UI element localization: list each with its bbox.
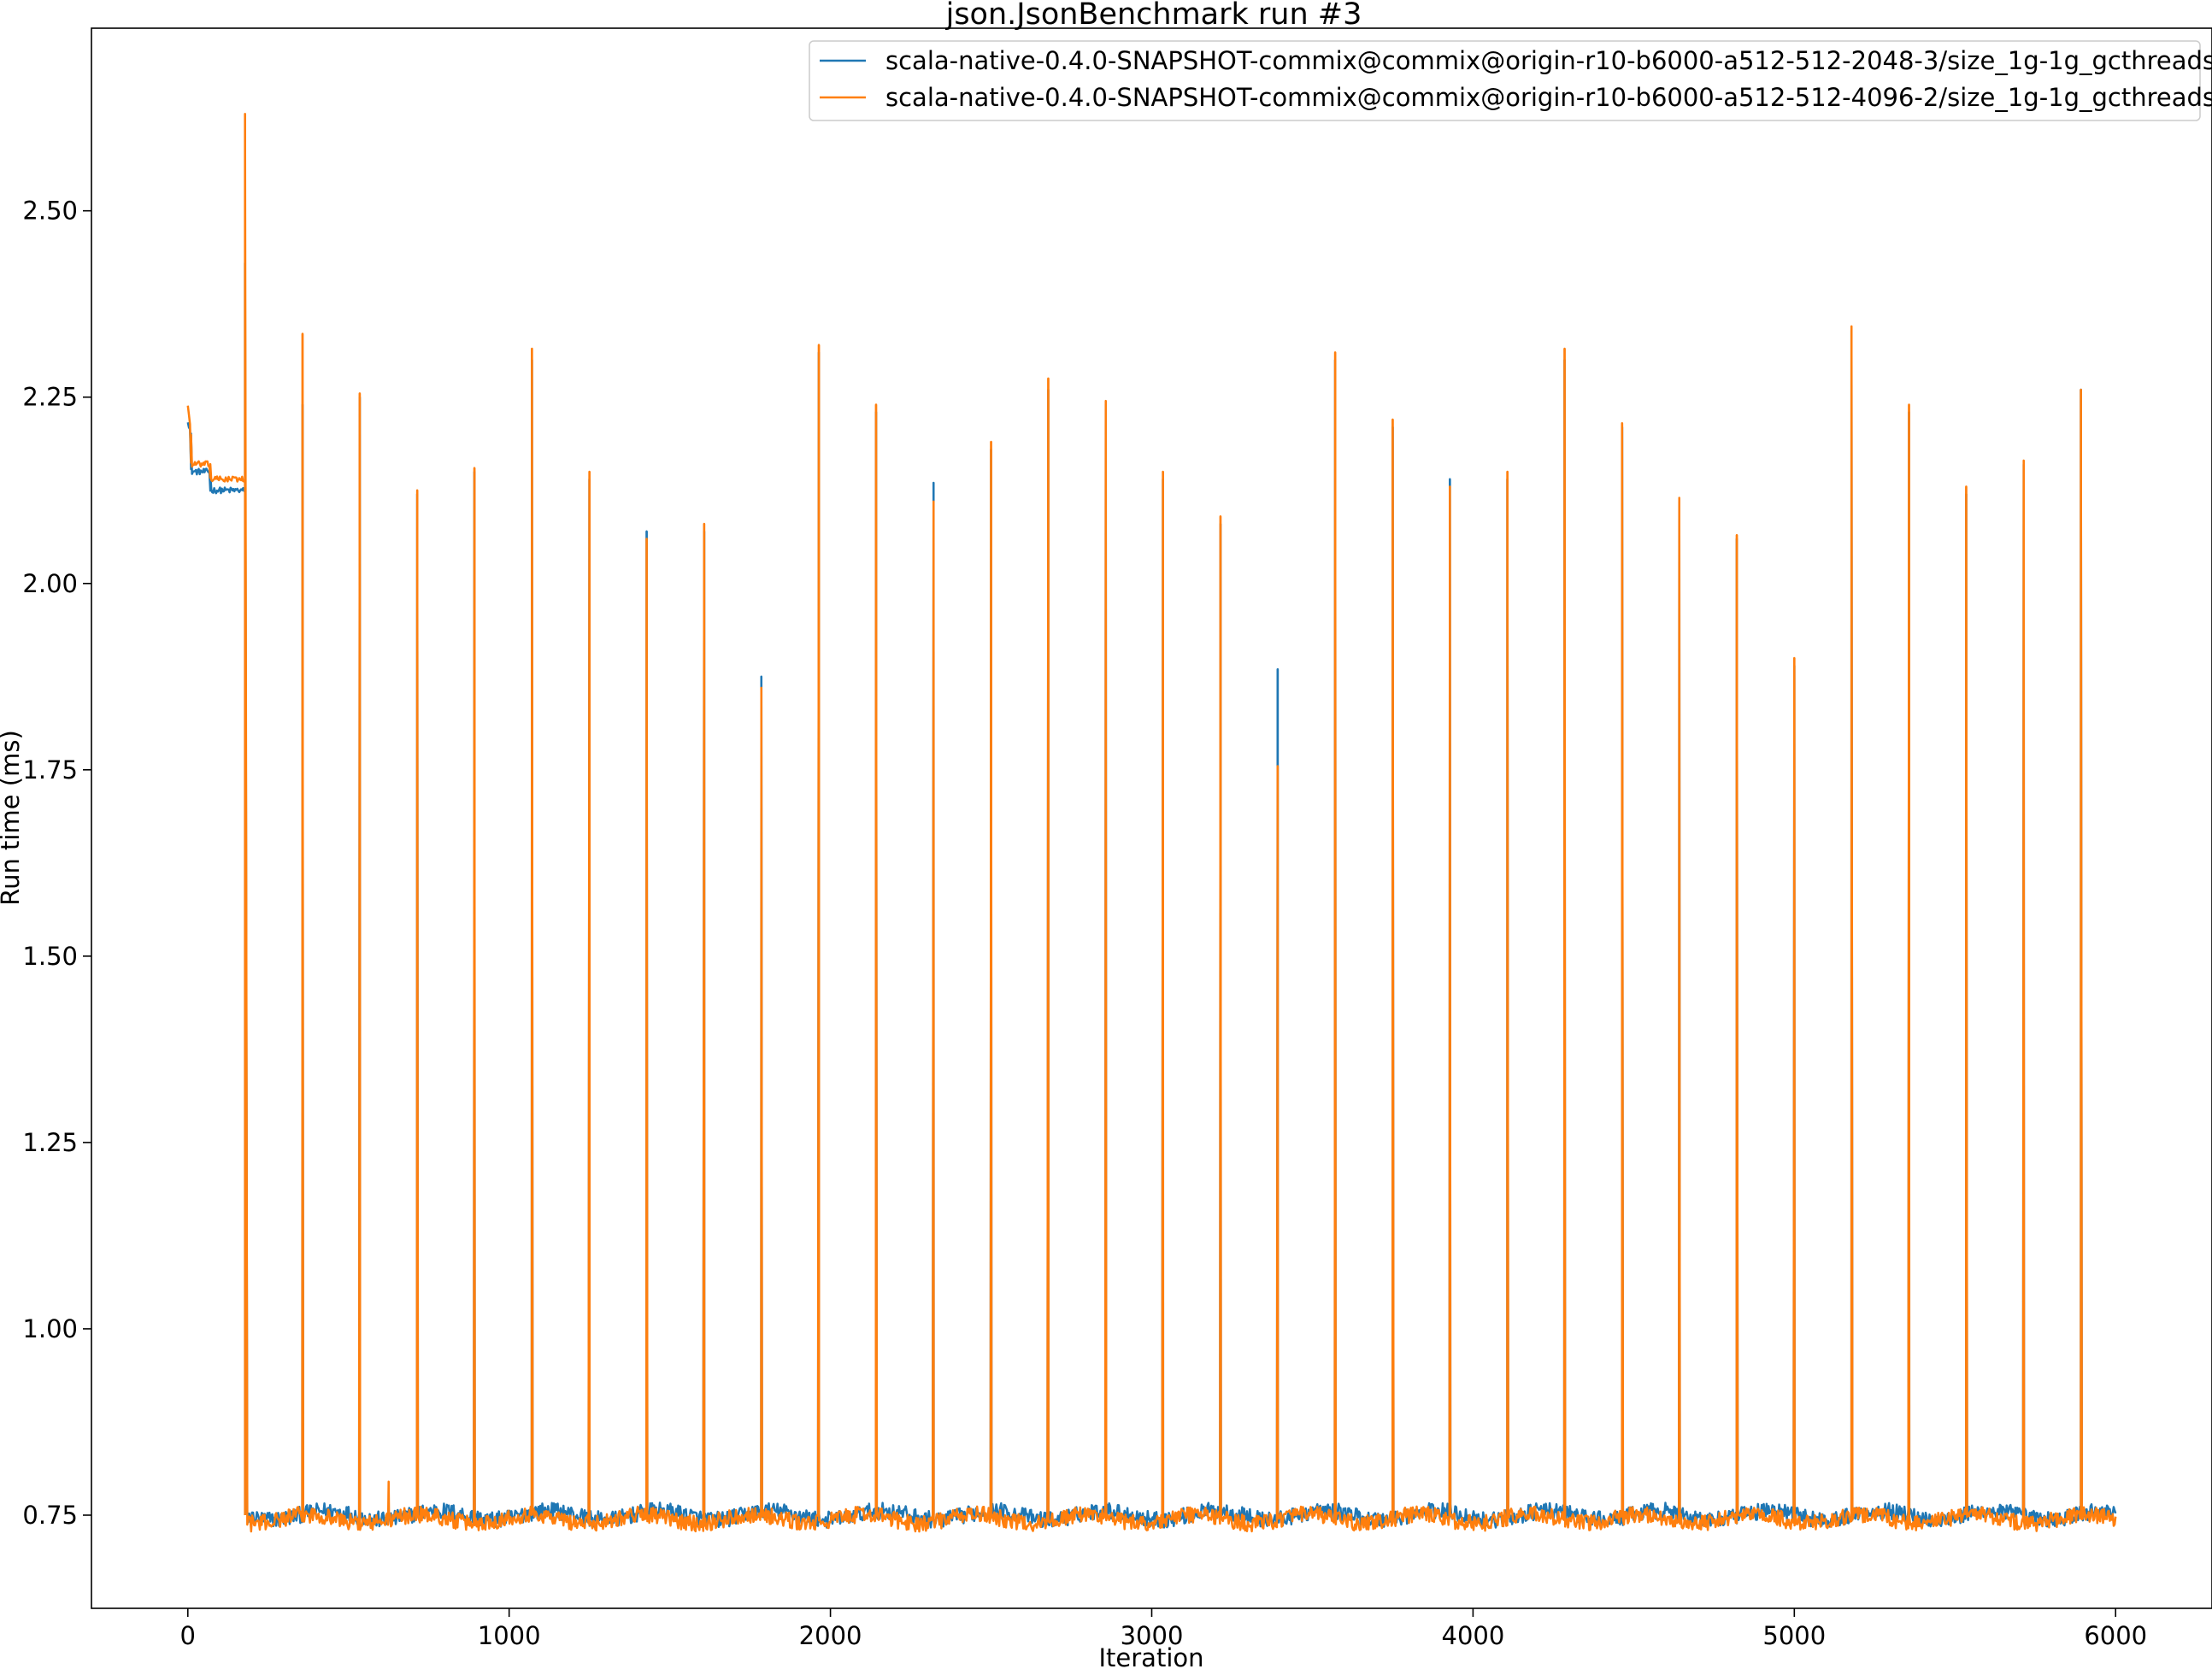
y-tick-label: 2.00 bbox=[22, 569, 78, 598]
x-tick-label: 4000 bbox=[1442, 1621, 1505, 1650]
y-tick-label: 1.00 bbox=[22, 1314, 78, 1343]
y-axis: 0.75 1.00 1.25 1.50 1.75 2.00 2.25 2.50 bbox=[22, 197, 91, 1530]
series-line-1 bbox=[186, 262, 2117, 1529]
plot-frame bbox=[91, 27, 2212, 1609]
chart-title: json.JsonBenchmark run #3 bbox=[945, 0, 1362, 32]
series-layer bbox=[186, 113, 2117, 1533]
x-tick-label: 5000 bbox=[1762, 1621, 1826, 1650]
x-axis-label: Iteration bbox=[1098, 1643, 1203, 1669]
x-tick-label: 2000 bbox=[799, 1621, 862, 1650]
legend-box bbox=[809, 40, 2201, 121]
x-tick-label: 6000 bbox=[2084, 1621, 2147, 1650]
y-tick-label: 2.50 bbox=[22, 197, 78, 226]
legend: scala-native-0.4.0-SNAPSHOT-commix@commi… bbox=[809, 40, 2212, 121]
y-tick-label: 1.25 bbox=[22, 1128, 78, 1157]
y-tick-label: 0.75 bbox=[22, 1501, 78, 1530]
y-axis-label: Run time (ms) bbox=[0, 730, 25, 906]
x-tick-label: 1000 bbox=[478, 1621, 541, 1650]
series-line-2 bbox=[186, 113, 2117, 1533]
x-tick-label: 0 bbox=[180, 1621, 196, 1650]
legend-label-series-1: scala-native-0.4.0-SNAPSHOT-commix@commi… bbox=[885, 46, 2212, 75]
x-tick-label: 3000 bbox=[1121, 1621, 1184, 1650]
legend-label-series-2: scala-native-0.4.0-SNAPSHOT-commix@commi… bbox=[885, 83, 2212, 112]
y-tick-label: 1.75 bbox=[22, 755, 78, 785]
y-tick-label: 2.25 bbox=[22, 383, 78, 412]
y-tick-label: 1.50 bbox=[22, 942, 78, 971]
x-axis: 0 1000 2000 3000 4000 5000 6000 bbox=[180, 1608, 2147, 1650]
